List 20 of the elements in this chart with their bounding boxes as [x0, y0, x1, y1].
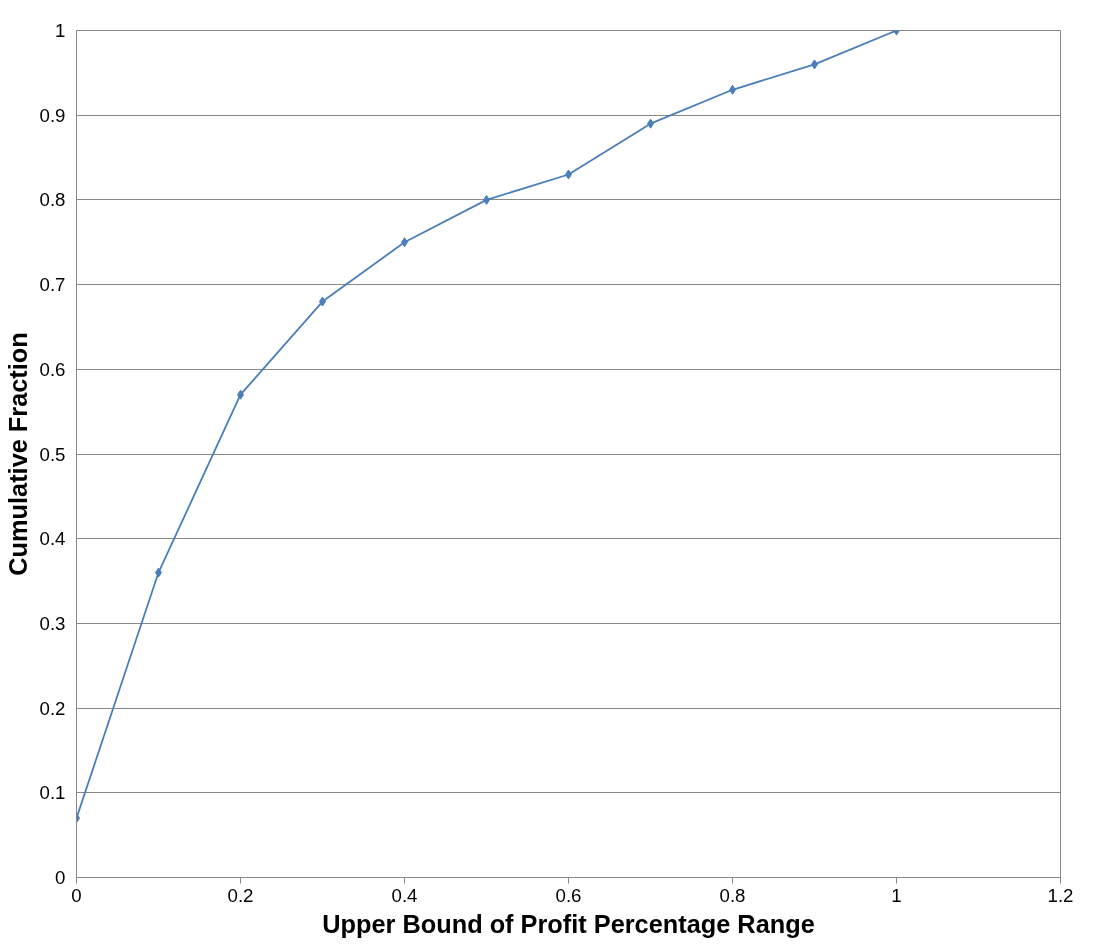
y-tick-label: 0.7: [39, 274, 66, 296]
y-tick-label: 0.3: [39, 612, 66, 634]
y-tick-label: 0.2: [39, 697, 66, 719]
y-tick-label: 0.8: [39, 189, 66, 211]
x-tick-label: 0.4: [391, 884, 418, 906]
y-tick-label: 0.6: [39, 358, 66, 380]
x-tick-label: 1: [891, 884, 902, 906]
x-tick-label: 0.2: [227, 884, 254, 906]
y-tick-label: 0.4: [39, 528, 66, 550]
x-axis-title: Upper Bound of Profit Percentage Range: [322, 909, 815, 938]
y-tick-label: 1: [55, 20, 66, 41]
x-tick-label: 0: [71, 884, 82, 906]
y-tick-label: 0.9: [39, 104, 66, 126]
y-axis-title: Cumulative Fraction: [3, 332, 32, 576]
x-tick-label: 0.6: [555, 884, 582, 906]
y-tick-label: 0.5: [39, 443, 66, 465]
x-tick-label: 1.2: [1047, 884, 1074, 906]
y-tick-label: 0.1: [39, 782, 66, 804]
y-tick-label: 0: [55, 867, 66, 888]
x-tick-label: 0.8: [719, 884, 746, 906]
